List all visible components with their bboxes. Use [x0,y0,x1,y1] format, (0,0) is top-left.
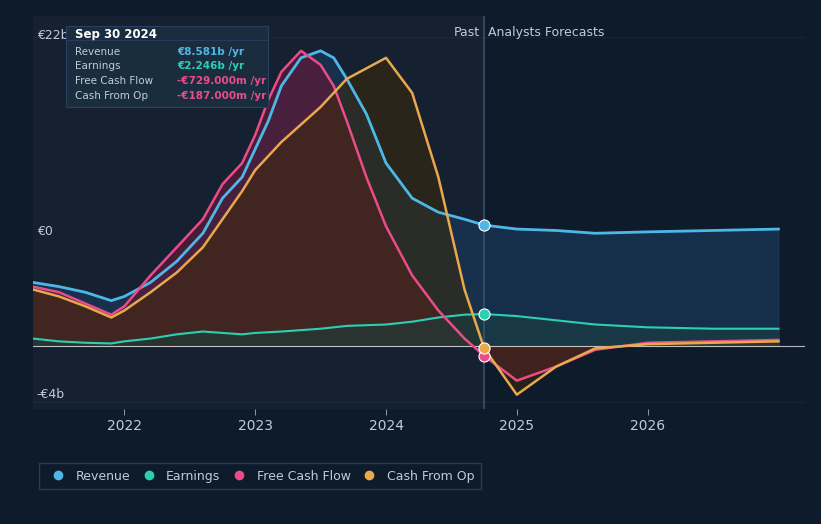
Text: Free Cash Flow: Free Cash Flow [75,76,153,86]
Text: -€729.000m /yr: -€729.000m /yr [177,76,266,86]
Legend: Revenue, Earnings, Free Cash Flow, Cash From Op: Revenue, Earnings, Free Cash Flow, Cash … [39,463,481,489]
Text: €22b: €22b [37,29,68,42]
Text: Cash From Op: Cash From Op [75,91,148,101]
Text: -€187.000m /yr: -€187.000m /yr [177,91,266,101]
Text: €2.246b /yr: €2.246b /yr [177,61,244,71]
Text: Sep 30 2024: Sep 30 2024 [75,28,157,41]
Text: Past: Past [454,26,480,39]
Bar [484,16,805,409]
Text: Revenue: Revenue [75,47,120,57]
Bar [33,16,484,409]
Text: €0: €0 [37,225,53,238]
Text: -€4b: -€4b [37,388,65,401]
FancyBboxPatch shape [66,26,268,107]
Text: Earnings: Earnings [75,61,120,71]
Text: Analysts Forecasts: Analysts Forecasts [488,26,604,39]
Text: €8.581b /yr: €8.581b /yr [177,47,244,57]
